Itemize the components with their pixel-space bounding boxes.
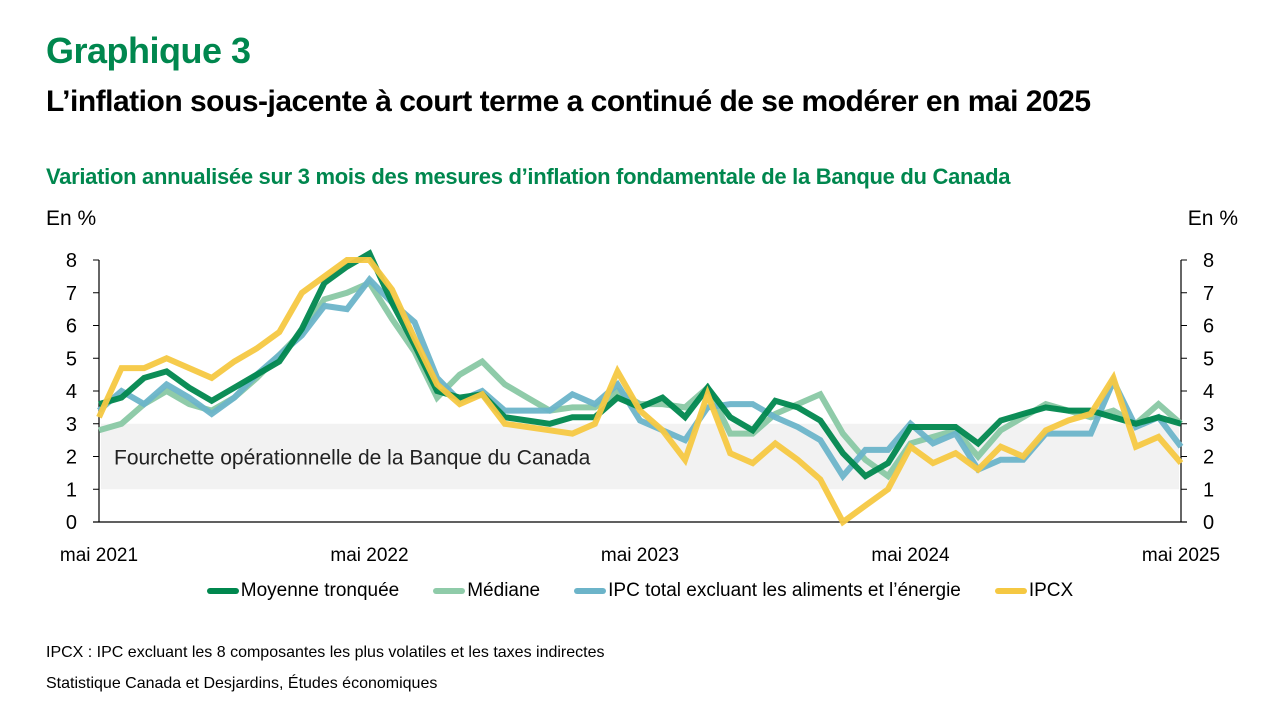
series-layer [96,249,1184,527]
x-tick-label: mai 2022 [330,545,408,566]
legend-swatch [574,588,607,594]
legend-label: IPC total excluant les aliments et l’éne… [608,580,961,601]
legend-label: IPCX [1028,580,1074,601]
source-note: Statistique Canada et Desjardins, Études… [46,675,438,692]
legend-item-moyenne-tronquee: Moyenne tronquée [206,580,400,602]
y-tick-label-right: 6 [1203,316,1214,338]
y-tick-label-right: 5 [1203,348,1214,370]
legend-item-ipc-total-excl: IPC total excluant les aliments et l’éne… [574,580,961,602]
legend-swatch [206,588,239,594]
legend: Moyenne tronquée Médiane IPC total exclu… [0,580,1280,602]
footnote: IPCX : IPC excluant les 8 composantes le… [46,644,605,661]
target-range-label: Fourchette opérationnelle de la Banque d… [114,447,591,470]
x-tick-label: mai 2023 [601,545,679,566]
y-axis-left-unit: En % [46,207,97,230]
y-tick-label-left: 2 [66,447,77,469]
y-axis-right-unit: En % [1187,207,1238,230]
y-tick-label-left: 7 [66,283,77,305]
y-tick-label-left: 4 [66,381,77,403]
chart-subtitle: Variation annualisée sur 3 mois des mesu… [46,164,1011,189]
y-tick-label-right: 2 [1203,447,1214,469]
y-tick-label-left: 3 [66,414,77,436]
y-tick-label-left: 1 [66,479,77,501]
series-line-3 [96,257,1184,527]
y-tick-label-right: 7 [1203,283,1214,305]
chart-kicker: Graphique 3 [46,30,251,71]
y-tick-label-left: 0 [66,512,77,534]
y-tick-label-right: 3 [1203,414,1214,436]
y-tick-label-right: 1 [1203,479,1214,501]
x-tick-label: mai 2025 [1142,545,1220,566]
legend-label: Médiane [467,580,541,601]
legend-item-mediane: Médiane [433,580,540,602]
y-tick-label-right: 8 [1203,250,1214,272]
axis-layer: 0 0 1 1 2 2 3 3 4 4 5 5 6 6 7 7 8 8 mai 2021 mai 2022 mai 20… [60,250,1220,566]
y-tick-label-left: 5 [66,348,77,370]
legend-swatch [994,588,1027,594]
x-tick-label: mai 2024 [871,545,950,566]
legend-swatch [433,588,466,594]
x-tick-label: mai 2021 [60,545,138,566]
chart-title: L’inflation sous-jacente à court terme a… [46,85,1091,118]
y-tick-label-left: 8 [66,250,77,272]
y-tick-label-left: 6 [66,316,77,338]
legend-label: Moyenne tronquée [240,580,400,601]
y-tick-label-right: 4 [1203,381,1214,403]
legend-item-ipcx: IPCX [994,580,1074,602]
y-tick-label-right: 0 [1203,512,1214,534]
series-line-2 [97,275,1184,482]
